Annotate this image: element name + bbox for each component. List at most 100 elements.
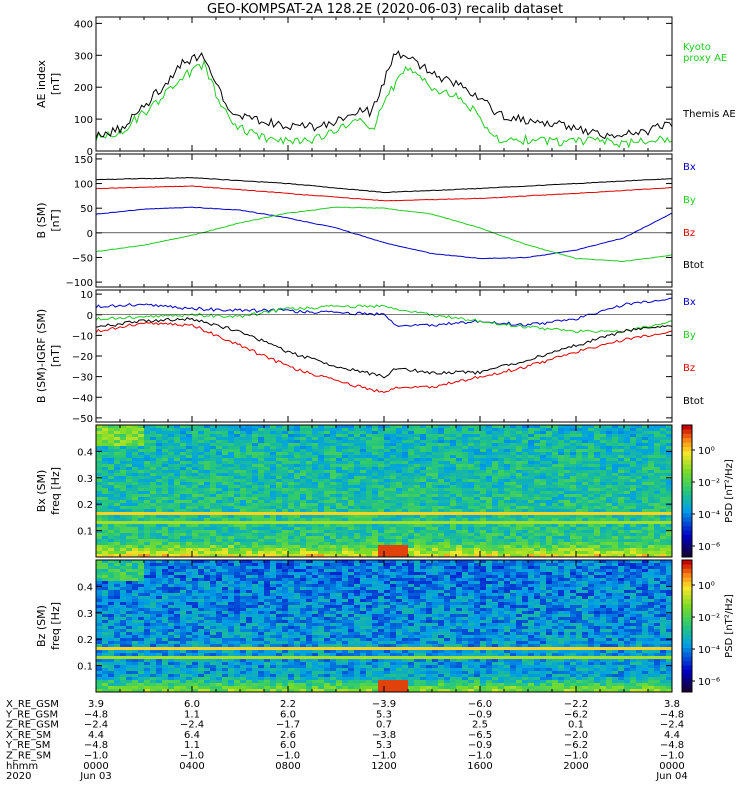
spectrogram-cell: [618, 440, 625, 444]
y-tick-label: 0: [87, 229, 93, 240]
spectrogram-cell: [306, 458, 313, 462]
spectrogram-cell: [150, 551, 157, 555]
spectrogram-cell: [114, 482, 121, 486]
spectrogram-cell: [414, 533, 421, 537]
spectrogram-cell: [414, 473, 421, 477]
spectrogram-cell: [156, 467, 163, 471]
spectrogram-cell: [102, 569, 109, 573]
spectrogram-cell: [288, 545, 295, 549]
spectrogram-cell: [456, 539, 463, 543]
spectrogram-cell: [396, 530, 403, 534]
spectrogram-cell: [570, 470, 577, 474]
spectrogram-cell: [180, 524, 187, 528]
spectrogram-cell: [372, 452, 379, 456]
spectrogram-cell: [108, 530, 115, 534]
spectrogram-cell: [534, 479, 541, 483]
spectrogram-cell: [594, 473, 601, 477]
spectrogram-cell: [150, 611, 157, 615]
spectrogram-cell: [306, 548, 313, 552]
spectrogram-cell: [492, 533, 499, 537]
spectrogram-cell: [654, 437, 661, 441]
spectrogram-cell: [396, 434, 403, 438]
spectrogram-cell: [390, 509, 397, 513]
spectrogram-cell: [402, 425, 409, 429]
spectrogram-cell: [198, 467, 205, 471]
spectrogram-cell: [132, 641, 139, 645]
spectrogram-cell: [204, 491, 211, 495]
spectrogram-cell: [594, 512, 601, 516]
spectrogram-cell: [534, 437, 541, 441]
spectrogram-cell: [474, 497, 481, 501]
spectrogram-cell: [516, 503, 523, 507]
spectrogram-cell: [468, 476, 475, 480]
spectrogram-cell: [336, 518, 343, 522]
spectrogram-cell: [198, 542, 205, 546]
spectrogram-cell: [426, 512, 433, 516]
spectrogram-cell: [588, 434, 595, 438]
spectrogram-cell: [228, 470, 235, 474]
spectrogram-cell: [360, 452, 367, 456]
spectrogram-cell: [372, 515, 379, 519]
spectrogram-cell: [372, 467, 379, 471]
spectrogram-cell: [564, 503, 571, 507]
spectrogram-cell: [138, 578, 145, 582]
spectrogram-cell: [390, 491, 397, 495]
spectrogram-cell: [600, 524, 607, 528]
spectrogram-cell: [138, 584, 145, 588]
spectrogram-cell: [366, 482, 373, 486]
spectrogram-cell: [660, 491, 667, 495]
spectrogram-cell: [420, 446, 427, 450]
spectrogram-cell: [420, 491, 427, 495]
spectrogram-cell: [120, 461, 127, 465]
spectrogram-cell: [438, 482, 445, 486]
spectrogram-cell: [480, 527, 487, 531]
spectrogram-cell: [228, 443, 235, 447]
spectrogram-cell: [390, 482, 397, 486]
spectrogram-cell: [546, 533, 553, 537]
spectrogram-cell: [330, 539, 337, 543]
spectrogram-cell: [642, 455, 649, 459]
spectrogram-cell: [624, 512, 631, 516]
spectrogram-cell: [138, 470, 145, 474]
spectrogram-cell: [540, 548, 547, 552]
spectrogram-cell: [444, 443, 451, 447]
spectrogram-cell: [186, 485, 193, 489]
spectrogram-cell: [630, 554, 637, 558]
spectrogram-cell: [96, 536, 103, 540]
spectrogram-cell: [96, 575, 103, 579]
spectrogram-cell: [486, 431, 493, 435]
spectrogram-cell: [132, 497, 139, 501]
spectrogram-cell: [246, 449, 253, 453]
spectrogram-cell: [294, 482, 301, 486]
spectrogram-cell: [636, 434, 643, 438]
spectrogram-cell: [234, 449, 241, 453]
spectrogram-cell: [450, 488, 457, 492]
spectrogram-cell: [162, 425, 169, 429]
spectrogram-cell: [546, 446, 553, 450]
spectrogram-cell: [348, 461, 355, 465]
series-line-by: [95, 304, 673, 334]
spectrogram-cell: [474, 551, 481, 555]
spectrogram-cell: [312, 518, 319, 522]
spectrogram-cell: [408, 476, 415, 480]
spectrogram-cell: [654, 494, 661, 498]
spectrogram-cell: [108, 689, 115, 693]
spectrogram-cell: [534, 527, 541, 531]
spectrogram-cell: [330, 455, 337, 459]
spectrogram-cell: [228, 527, 235, 531]
spectrogram-cell: [270, 446, 277, 450]
spectrogram-cell: [216, 461, 223, 465]
spectrogram-cell: [96, 470, 103, 474]
spectrogram-cell: [480, 458, 487, 462]
spectrogram-cell: [282, 503, 289, 507]
spectrogram-cell: [138, 506, 145, 510]
spectrogram-cell: [516, 494, 523, 498]
spectrogram-cell: [330, 467, 337, 471]
spectrogram-cell: [540, 437, 547, 441]
spectrogram-cell: [462, 542, 469, 546]
spectrogram-cell: [120, 434, 127, 438]
spectrogram-cell: [450, 482, 457, 486]
spectrogram-cell: [126, 443, 133, 447]
spectrogram-cell: [144, 488, 151, 492]
